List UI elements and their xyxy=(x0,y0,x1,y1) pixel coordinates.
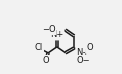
Text: O: O xyxy=(43,56,49,65)
Text: −O: −O xyxy=(42,25,56,34)
Text: O: O xyxy=(86,43,93,52)
Text: Cl: Cl xyxy=(35,43,43,52)
Text: N+: N+ xyxy=(76,48,90,57)
Text: O−: O− xyxy=(76,56,90,65)
Text: N+: N+ xyxy=(50,30,63,39)
